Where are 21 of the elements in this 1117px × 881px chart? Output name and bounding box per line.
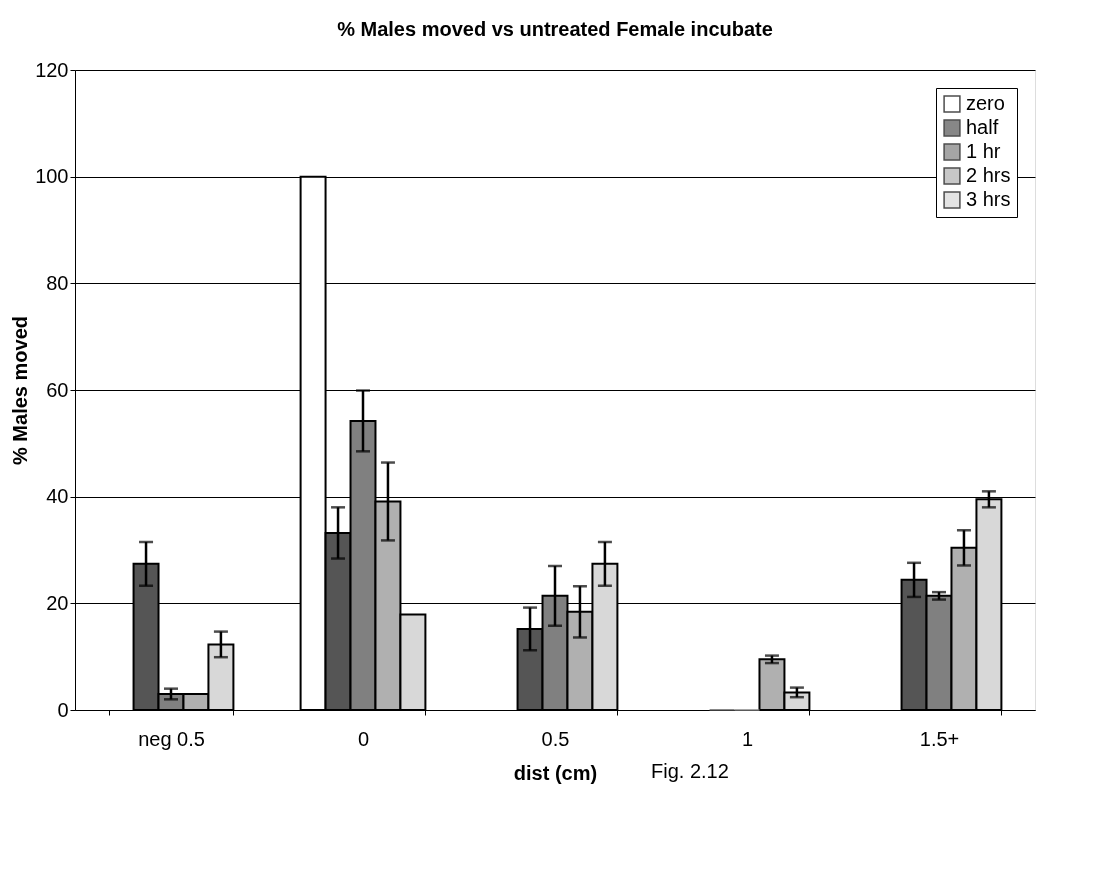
y-tick-label: 0	[57, 698, 69, 721]
x-tick-label: 1.5+	[919, 727, 960, 750]
x-axis-title: dist (cm)	[513, 761, 598, 784]
y-tick-label: 80	[46, 271, 69, 294]
y-axis-title: % Males moved	[9, 316, 32, 465]
x-tick-label: 1	[741, 727, 754, 750]
x-tick-label: neg 0.5	[138, 727, 205, 750]
legend-label: 2 hrs	[966, 164, 1011, 186]
legend-label: zero	[966, 92, 1005, 114]
y-tick-label: 40	[46, 485, 69, 508]
caption: Fig. 2.12	[651, 760, 729, 782]
x-tick-label: 0.5	[541, 727, 570, 750]
y-tick-label: 100	[35, 165, 69, 188]
x-tick-label: 0	[357, 727, 370, 750]
y-tick-label: 60	[46, 378, 69, 401]
legend-label: 1 hr	[966, 140, 1001, 162]
legend-label: half	[966, 116, 999, 138]
y-tick-label: 120	[35, 58, 69, 81]
legend-label: 3 hrs	[966, 188, 1011, 210]
chart-title: % Males moved vs untreated Female incubate	[337, 18, 773, 40]
y-tick-label: 20	[46, 591, 69, 614]
